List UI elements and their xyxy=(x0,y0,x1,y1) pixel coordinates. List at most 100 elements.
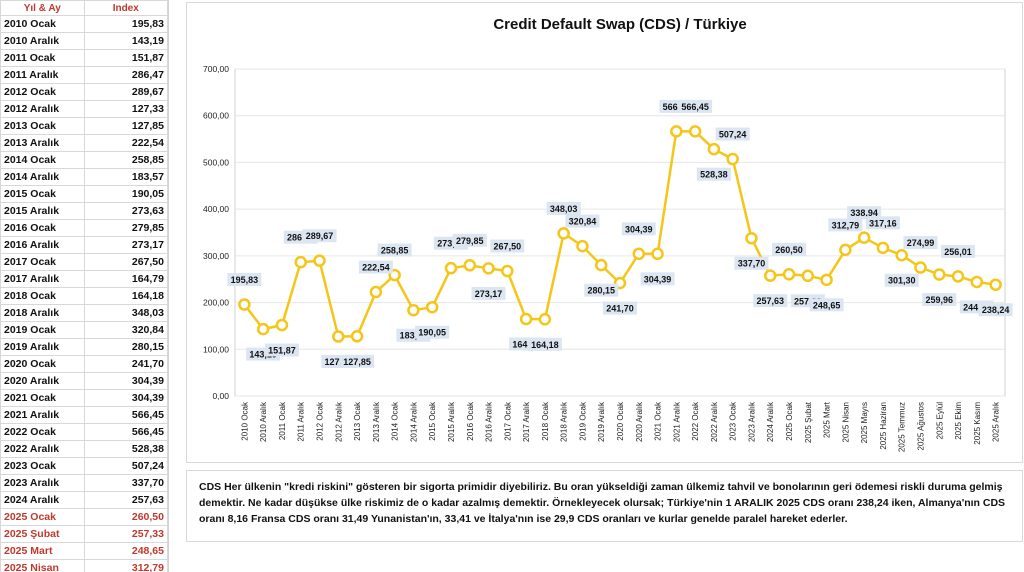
row-period: 2021 Ocak xyxy=(0,389,85,407)
data-point xyxy=(576,239,589,253)
row-period: 2014 Aralık xyxy=(0,168,85,186)
data-label: 195,83 xyxy=(231,275,259,285)
data-point xyxy=(407,303,420,317)
table-row: 2021 Aralık 566,45 xyxy=(0,406,168,424)
x-tick-label: 2021 Ocak xyxy=(654,401,663,441)
x-tick-label: 2010 Ocak xyxy=(240,401,249,441)
x-tick-label: 2025 Kasım xyxy=(973,402,982,445)
data-label: 257,33 xyxy=(794,296,822,306)
row-period: 2018 Aralık xyxy=(0,304,85,322)
data-point xyxy=(313,254,326,267)
row-value: 258,85 xyxy=(83,151,168,169)
data-label: 348,03 xyxy=(550,204,578,214)
row-value: 528,38 xyxy=(83,440,168,458)
row-period: 2010 Aralık xyxy=(0,32,85,50)
row-period: 2023 Ocak xyxy=(0,457,85,475)
x-tick-label: 2014 Ocak xyxy=(391,401,400,441)
table-row: 2011 Aralık 286,47 xyxy=(0,66,168,84)
row-value: 348,03 xyxy=(83,304,168,322)
table-row: 2013 Ocak 127,85 xyxy=(0,117,168,135)
table-row: 2022 Ocak 566,45 xyxy=(0,423,168,441)
data-label-bg xyxy=(565,214,600,228)
data-point xyxy=(763,269,777,282)
data-point xyxy=(876,241,890,255)
row-value: 273,63 xyxy=(83,202,168,220)
row-period: 2025 Şubat xyxy=(0,525,85,543)
data-point xyxy=(651,247,664,261)
data-label-bg xyxy=(715,127,750,141)
y-tick-label: 200,00 xyxy=(203,298,229,308)
data-label: 222,54 xyxy=(362,263,390,273)
data-label-bg xyxy=(603,301,637,315)
note-panel: CDS Her ülkenin "kredi riskini" gösteren… xyxy=(186,470,1023,542)
data-label: 190,05 xyxy=(418,328,446,338)
data-point xyxy=(857,231,871,244)
row-value: 312,79 xyxy=(83,559,168,572)
data-point xyxy=(444,261,458,275)
table-row: 2025 Nisan 312,79 xyxy=(0,559,168,572)
row-value: 304,39 xyxy=(83,372,168,390)
data-label: 320,84 xyxy=(569,217,597,227)
table-row: 2019 Aralık 280,15 xyxy=(0,338,168,356)
data-label-bg xyxy=(678,99,713,113)
data-label: 528,38 xyxy=(700,170,728,180)
table-row: 2017 Aralık 164,79 xyxy=(0,270,168,288)
x-tick-label: 2025 Şubat xyxy=(804,401,813,443)
table-row: 2016 Aralık 273,17 xyxy=(0,236,168,254)
data-label-bg xyxy=(865,216,900,230)
data-label-bg xyxy=(471,286,506,300)
x-tick-label: 2012 Aralık xyxy=(334,401,343,442)
x-tick-label: 2025 Mayıs xyxy=(860,402,869,443)
data-label: 301,30 xyxy=(888,276,916,286)
data-label: 312,79 xyxy=(832,220,860,230)
data-label: 507,24 xyxy=(719,130,747,140)
data-label-bg xyxy=(772,242,807,256)
data-label-bg xyxy=(377,243,412,257)
row-period: 2025 Nisan xyxy=(0,559,85,572)
x-tick-label: 2011 Aralık xyxy=(297,401,306,441)
table-row: 2014 Aralık 183,57 xyxy=(0,168,168,186)
y-tick-label: 700,00 xyxy=(203,64,229,74)
index-table-panel: Yıl & Ay Index 2010 Ocak 195,83 2010 Aralı… xyxy=(0,0,169,572)
row-period: 2022 Aralık xyxy=(0,440,85,458)
data-label: 304,39 xyxy=(644,274,672,284)
data-label-bg xyxy=(452,233,487,247)
data-label: 267,50 xyxy=(494,242,522,252)
row-period: 2012 Aralık xyxy=(0,100,85,118)
row-value: 566,45 xyxy=(83,406,168,424)
row-period: 2016 Ocak xyxy=(0,219,85,237)
data-point xyxy=(970,275,984,289)
row-period: 2011 Ocak xyxy=(0,49,85,67)
row-period: 2013 Ocak xyxy=(0,117,85,135)
row-value: 241,70 xyxy=(83,355,168,373)
data-label: 127,33 xyxy=(325,357,353,367)
data-label-bg xyxy=(546,201,581,215)
table-row: 2010 Ocak 195,83 xyxy=(0,15,168,33)
table-row: 2019 Ocak 320,84 xyxy=(0,321,168,339)
data-point xyxy=(688,125,702,138)
data-label-bg xyxy=(264,343,299,357)
x-tick-label: 2018 Ocak xyxy=(541,401,550,441)
y-tick-label: 100,00 xyxy=(203,344,229,354)
data-label: 127,85 xyxy=(343,357,371,367)
data-label-bg xyxy=(828,218,863,232)
x-tick-label: 2017 Aralık xyxy=(522,401,531,442)
x-tick-label: 2025 Temmuz xyxy=(898,402,907,452)
row-value: 195,83 xyxy=(83,15,168,33)
data-label: 286,47 xyxy=(287,233,315,243)
row-period: 2022 Ocak xyxy=(0,423,85,441)
data-label-bg xyxy=(903,236,938,250)
row-period: 2015 Aralık xyxy=(0,202,85,220)
x-tick-label: 2020 Aralık xyxy=(635,401,644,442)
data-point xyxy=(557,227,570,240)
x-tick-label: 2015 Aralık xyxy=(447,401,456,442)
y-tick-label: 300,00 xyxy=(203,251,229,261)
table-row: 2020 Ocak 241,70 xyxy=(0,355,168,373)
data-label: 280,15 xyxy=(587,286,615,296)
data-label: 337,70 xyxy=(738,259,766,269)
row-value: 257,33 xyxy=(83,525,168,543)
data-label: 304,39 xyxy=(625,224,653,234)
x-tick-label: 2025 Haziran xyxy=(879,402,888,450)
data-point xyxy=(275,318,289,332)
data-point xyxy=(933,268,946,281)
